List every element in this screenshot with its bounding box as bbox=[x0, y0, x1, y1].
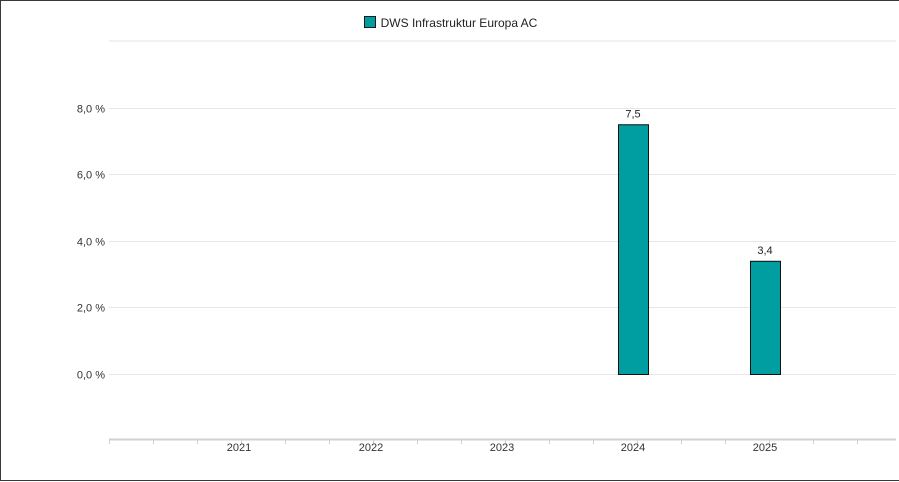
y-tick-label: 4,0 % bbox=[77, 237, 105, 249]
y-tick-label: 0,0 % bbox=[77, 370, 105, 382]
bars bbox=[618, 124, 781, 375]
x-tick-label: 2023 bbox=[490, 442, 514, 454]
y-tick-label: 6,0 % bbox=[77, 170, 105, 182]
bar[interactable] bbox=[750, 260, 781, 375]
labels: 0,0 % 2,0 % 4,0 % 6,0 % 8,0 % 2021 2022 2023 202… bbox=[77, 104, 777, 455]
x-tick-label: 2025 bbox=[753, 442, 777, 454]
legend-swatch bbox=[363, 16, 376, 28]
y-tick-label: 8,0 % bbox=[77, 104, 105, 116]
legend-label: DWS Infrastruktur Europa AC bbox=[380, 16, 538, 30]
x-tick-label: 2024 bbox=[621, 442, 645, 454]
bar[interactable] bbox=[618, 124, 649, 375]
data-label: 7,5 bbox=[625, 108, 640, 120]
x-tick-label: 2021 bbox=[227, 442, 251, 454]
y-tick-label: 2,0 % bbox=[77, 303, 105, 315]
x-axis bbox=[109, 438, 896, 444]
data-label: 3,4 bbox=[757, 245, 772, 257]
legend[interactable]: DWS Infrastruktur Europa AC bbox=[1, 15, 899, 31]
x-tick-label: 2022 bbox=[359, 442, 383, 454]
